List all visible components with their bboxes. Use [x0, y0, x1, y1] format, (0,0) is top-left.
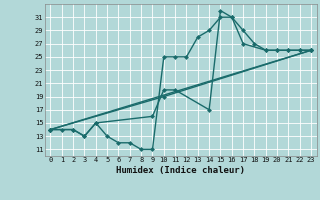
X-axis label: Humidex (Indice chaleur): Humidex (Indice chaleur) — [116, 166, 245, 175]
